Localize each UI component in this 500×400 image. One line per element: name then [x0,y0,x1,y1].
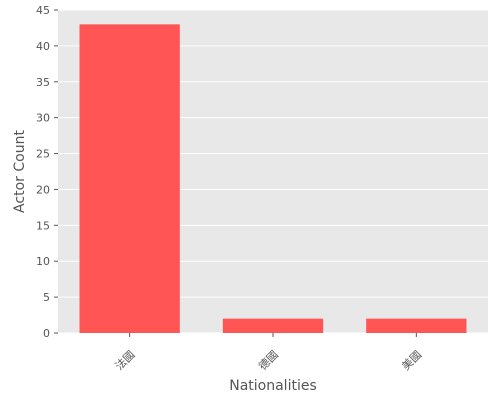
bar-1 [79,24,180,333]
y-axis-title: Actor Count [12,130,28,213]
y-axis-ticks: 0 5 10 15 20 25 30 35 40 45 [36,4,58,340]
y-tick-label: 40 [36,40,50,53]
y-tick-label: 5 [43,291,50,304]
y-tick-label: 45 [36,4,50,17]
y-tick-label: 10 [36,255,50,268]
y-tick-label: 15 [36,219,50,232]
x-axis-ticks: 法國 德國 美國 [112,333,424,373]
x-tick-label: 德國 [255,347,280,372]
y-tick-label: 35 [36,76,50,89]
bars [79,24,467,333]
y-tick-label: 25 [36,148,50,161]
x-axis-title: Nationalities [229,378,317,394]
bar-3 [366,318,467,333]
y-tick-label: 20 [36,183,50,196]
y-tick-label: 30 [36,112,50,125]
x-tick-label: 美國 [399,348,424,373]
bar-2 [222,318,324,333]
x-tick-label: 法國 [112,347,137,372]
y-tick-label: 0 [43,327,50,340]
